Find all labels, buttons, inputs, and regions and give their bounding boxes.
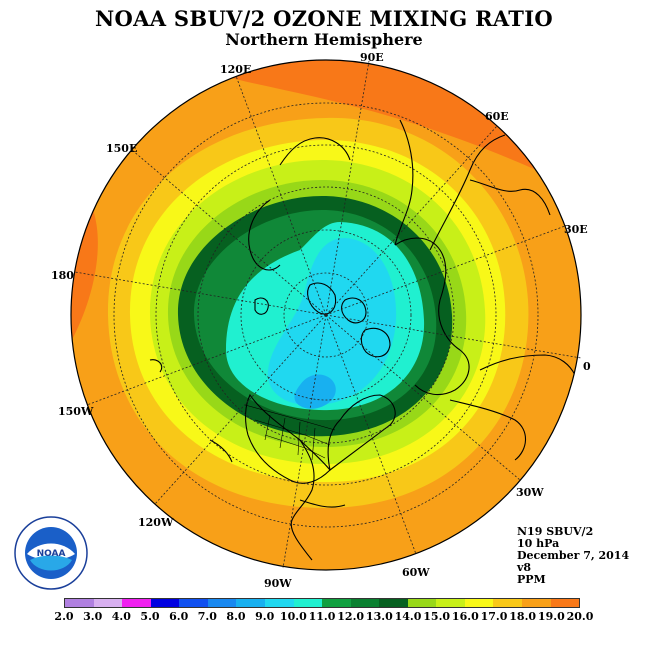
lon-label-120e: 120E: [220, 63, 251, 76]
us-state-grid: [244, 404, 336, 461]
ozone-field-9ppm: [267, 238, 397, 406]
colorbar-tick-label: 12.0: [337, 610, 365, 623]
lon-label-30e: 30E: [564, 223, 588, 236]
lon-label-180: 180: [51, 269, 74, 282]
colorbar-tick-label: 2.0: [54, 610, 74, 623]
longitude-labels: 0 30E 60E 90E 120E 150E 180 150W 120W 90…: [51, 51, 591, 590]
colorbar: [64, 598, 580, 608]
colorbar-tick-label: 18.0: [509, 610, 537, 623]
lon-label-60w: 60W: [402, 566, 430, 579]
colorbar-segment: [122, 599, 151, 607]
colorbar-segment: [379, 599, 408, 607]
colorbar-segment: [350, 599, 380, 607]
colorbar-tick-label: 6.0: [169, 610, 189, 623]
noaa-logo-text: NOAA: [37, 549, 66, 559]
lon-label-0: 0: [583, 360, 591, 373]
colorbar-tick-label: 17.0: [480, 610, 508, 623]
info-panel: N19 SBUV/2 10 hPa December 7, 2014 v8 PP…: [517, 526, 629, 586]
colorbar-segment: [522, 599, 551, 607]
colorbar-tick-label: 8.0: [226, 610, 246, 623]
colorbar-tick-label: 11.0: [308, 610, 336, 623]
globe-outline: [70, 59, 582, 571]
lon-label-30w: 30W: [516, 486, 544, 499]
version-label: v8: [517, 561, 532, 574]
colorbar-tick-label: 5.0: [140, 610, 160, 623]
colorbar-segment: [407, 599, 437, 607]
colorbar-segment: [236, 599, 265, 607]
graticule: [74, 60, 582, 569]
lon-label-60e: 60E: [485, 110, 509, 123]
colorbar-segment: [207, 599, 237, 607]
colorbar-segment: [150, 599, 180, 607]
units-label: PPM: [517, 573, 546, 586]
colorbar-tick-label: 14.0: [394, 610, 422, 623]
colorbar-segment: [293, 599, 323, 607]
colorbar-segment: [65, 599, 94, 607]
noaa-logo: NOAA: [14, 516, 88, 590]
colorbar-segment: [436, 599, 465, 607]
colorbar-tick-label: 10.0: [279, 610, 307, 623]
lon-label-90e: 90E: [360, 51, 384, 64]
colorbar-ticks: 2.0 3.0 4.0 5.0 6.0 7.0 8.0 9.0 10.0 11.0 12.0 13.0…: [0, 610, 648, 624]
pressure-level: 10 hPa: [517, 537, 560, 550]
colorbar-tick-label: 15.0: [423, 610, 451, 623]
lon-label-120w: 120W: [138, 516, 174, 529]
colorbar-tick-label: 19.0: [537, 610, 565, 623]
lon-label-150w: 150W: [58, 405, 94, 418]
colorbar-segment: [179, 599, 208, 607]
colorbar-segment: [464, 599, 494, 607]
colorbar-tick-label: 9.0: [255, 610, 275, 623]
colorbar-tick-label: 4.0: [111, 610, 131, 623]
colorbar-segment: [550, 599, 580, 607]
colorbar-segment: [93, 599, 123, 607]
satellite-label: N19 SBUV/2: [517, 525, 594, 538]
colorbar-tick-label: 3.0: [83, 610, 103, 623]
colorbar-tick-label: 20.0: [566, 610, 594, 623]
page-subtitle: Northern Hemisphere: [225, 30, 423, 49]
colorbar-segment: [264, 599, 294, 607]
page-title: NOAA SBUV/2 OZONE MIXING RATIO: [95, 6, 553, 31]
colorbar-tick-label: 16.0: [451, 610, 479, 623]
colorbar-tick-label: 13.0: [365, 610, 393, 623]
date-label: December 7, 2014: [517, 549, 630, 562]
colorbar-segment: [493, 599, 522, 607]
colorbar-tick-label: 7.0: [197, 610, 217, 623]
colorbar-segment: [322, 599, 351, 607]
lon-label-90w: 90W: [264, 577, 292, 590]
lon-label-150e: 150E: [106, 142, 137, 155]
